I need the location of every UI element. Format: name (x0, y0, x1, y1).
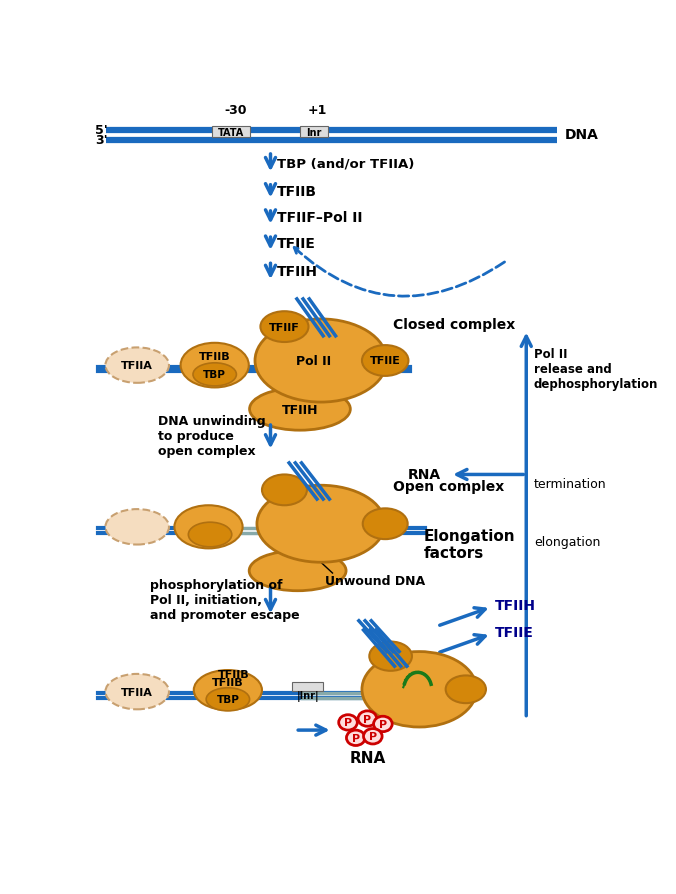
Text: Open complex: Open complex (393, 479, 504, 493)
Bar (300, 127, 328, 138)
Ellipse shape (358, 711, 377, 727)
Text: TFIIE: TFIIE (370, 356, 401, 366)
Ellipse shape (374, 716, 392, 732)
Ellipse shape (105, 510, 169, 545)
Text: TFIIF: TFIIF (269, 322, 300, 333)
Text: phosphorylation of
Pol II, initiation,
and promoter escape: phosphorylation of Pol II, initiation, a… (150, 578, 300, 621)
Ellipse shape (105, 348, 169, 384)
Text: Unwound DNA: Unwound DNA (324, 575, 425, 587)
Text: TFIIE: TFIIE (276, 237, 316, 251)
Ellipse shape (257, 485, 385, 562)
Text: P: P (363, 713, 371, 724)
Text: TATA: TATA (218, 128, 244, 138)
Ellipse shape (260, 312, 308, 342)
Ellipse shape (364, 729, 382, 744)
Ellipse shape (249, 551, 346, 591)
Text: DNA unwinding
to produce
open complex: DNA unwinding to produce open complex (158, 415, 266, 458)
Text: P: P (352, 733, 360, 743)
Ellipse shape (363, 509, 408, 540)
Text: Pol II
release and
dephosphorylation: Pol II release and dephosphorylation (534, 347, 658, 391)
Text: 3': 3' (95, 134, 108, 147)
Bar (212, 127, 249, 138)
Text: Elongation
factors: Elongation factors (424, 528, 516, 561)
Ellipse shape (255, 319, 387, 402)
Text: TBP: TBP (216, 695, 239, 704)
Ellipse shape (206, 688, 249, 711)
Text: Inr: Inr (306, 128, 322, 138)
Ellipse shape (445, 676, 486, 704)
Text: P: P (344, 718, 352, 728)
Bar (292, 682, 323, 691)
Text: P: P (379, 719, 387, 730)
Ellipse shape (174, 506, 243, 549)
Text: Pol II: Pol II (295, 355, 331, 367)
Ellipse shape (369, 642, 412, 671)
Text: TFIIF–Pol II: TFIIF–Pol II (276, 211, 362, 225)
Text: elongation: elongation (534, 536, 600, 548)
Text: RNA: RNA (349, 750, 385, 764)
Ellipse shape (362, 346, 408, 376)
Text: TFIIE: TFIIE (496, 626, 534, 639)
Text: TFIIH: TFIIH (496, 599, 536, 612)
Text: TFIIA: TFIIA (121, 687, 153, 696)
Text: |Inr|: |Inr| (296, 690, 319, 701)
Ellipse shape (194, 670, 262, 711)
Ellipse shape (193, 363, 237, 386)
Text: TFIIH: TFIIH (276, 265, 318, 279)
Ellipse shape (180, 343, 249, 388)
Text: termination: termination (534, 477, 606, 491)
Text: TFIIB: TFIIB (276, 185, 316, 198)
Text: TFIIB: TFIIB (199, 351, 231, 361)
Ellipse shape (105, 674, 169, 710)
Ellipse shape (362, 652, 477, 727)
Ellipse shape (339, 715, 358, 730)
Text: TBP (and/or TFIIA): TBP (and/or TFIIA) (276, 157, 414, 170)
Ellipse shape (346, 730, 365, 746)
Text: -30: -30 (224, 104, 247, 116)
Ellipse shape (249, 388, 350, 431)
Text: RNA: RNA (408, 468, 441, 482)
Text: TFIIH: TFIIH (282, 403, 318, 416)
Ellipse shape (262, 475, 307, 506)
Text: TBP: TBP (203, 370, 226, 380)
Text: 5': 5' (95, 124, 108, 137)
Text: TFIIB: TFIIB (212, 678, 243, 687)
Text: P: P (368, 731, 377, 741)
Ellipse shape (189, 523, 232, 547)
Text: +1: +1 (308, 104, 327, 116)
Text: TFIIB: TFIIB (218, 669, 249, 679)
Text: Closed complex: Closed complex (393, 318, 515, 332)
Text: TFIIA: TFIIA (121, 360, 153, 371)
Text: DNA: DNA (565, 128, 599, 142)
